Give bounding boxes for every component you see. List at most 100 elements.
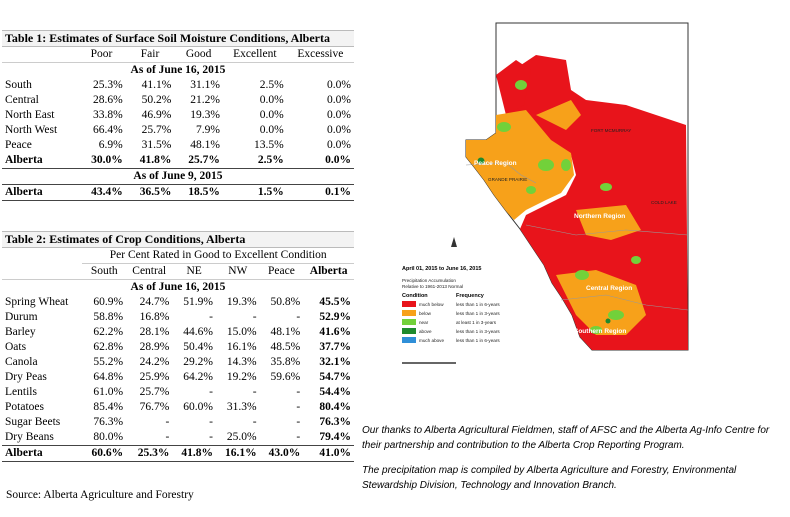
table2-row: Canola 55.2% 24.2% 29.2% 14.3% 35.8% 32.1% (2, 355, 354, 370)
table2-cell: 28.1% (139, 326, 170, 338)
table2-cell: 60.9% (93, 296, 124, 308)
table1-cell: 6.9% (98, 139, 123, 151)
north-arrow-icon (451, 237, 457, 247)
map-legend: April 01, 2015 to June 16, 2015 Precipit… (402, 266, 500, 343)
table2-cell: 80.0% (93, 431, 124, 443)
table2-cell: 16.8% (139, 311, 170, 323)
green-patch-2 (515, 80, 527, 90)
table2-body: Spring Wheat 60.9% 24.7% 51.9% 19.3% 50.8% 45.… (2, 295, 354, 446)
legend-swatch (402, 301, 416, 307)
legend-swatch (402, 319, 416, 325)
table1-total-previous-row: Alberta 43.4% 36.5% 18.5% 1.5% 0.1% (2, 184, 354, 201)
alberta-map-svg: Peace Region Northern Region Central Reg… (402, 22, 689, 364)
table1-region: South (5, 79, 32, 91)
table2-cell: 62.8% (93, 341, 124, 353)
table2-cell: 35.8% (270, 356, 301, 368)
table2-cell: 44.6% (183, 326, 213, 338)
table1-region: Peace (5, 139, 32, 151)
table2-row: Sugar Beets 76.3% - - - - 76.3% (2, 415, 354, 430)
table2-cell: 55.2% (93, 356, 124, 368)
legend-subtitle-1: Precipitation Accumulation (402, 278, 456, 283)
table1-header-row: Poor Fair Good Excellent Excessive (2, 46, 354, 63)
table1-asof-current: As of June 16, 2015 (130, 64, 226, 76)
table1-cell: 7.9% (195, 124, 220, 136)
table2-cell: - (209, 311, 213, 323)
table2-row: Oats 62.8% 28.9% 50.4% 16.1% 48.5% 37.7% (2, 340, 354, 355)
table1-cell: 21.2% (190, 94, 220, 106)
table1-cell: 33.8% (93, 109, 123, 121)
table2-col-peace: Peace (259, 263, 304, 280)
table2-cell: 25.7% (139, 386, 170, 398)
table2-cell: 76.3% (93, 416, 124, 428)
table2-cell: 79.4% (319, 431, 351, 443)
table1-cell: 66.4% (93, 124, 123, 136)
red-zone-northwest (496, 60, 531, 115)
table2-cell: - (296, 431, 301, 443)
table2-crop: Dry Peas (5, 371, 47, 383)
table1-row: North East 33.8% 46.9% 19.3% 0.0% 0.0% (2, 108, 354, 123)
table2-cell: 31.3% (226, 401, 257, 413)
table1-cell: 0.0% (259, 109, 284, 121)
legend-frequency: less than 1 in 6-years (456, 302, 500, 307)
table2-cell: 64.2% (183, 371, 213, 383)
table2-cell: 76.7% (139, 401, 170, 413)
legend-subtitle-2: Relative to 1961-2013 Normal (402, 284, 463, 289)
table2-cell: 85.4% (93, 401, 124, 413)
table1-region: Central (5, 94, 39, 106)
legend-col-frequency: Frequency (456, 293, 485, 299)
crop-conditions-table: Table 2: Estimates of Crop Conditions, A… (2, 231, 354, 462)
table2-cell: - (296, 416, 301, 428)
green-patch-9 (526, 186, 536, 194)
table1-cell: 2.5% (259, 79, 284, 91)
table2-row: Potatoes 85.4% 76.7% 60.0% 31.3% - 80.4% (2, 400, 354, 415)
table2-row: Spring Wheat 60.9% 24.7% 51.9% 19.3% 50.8% 45.… (2, 295, 354, 310)
table1-cell: 0.0% (259, 94, 284, 106)
table1-cell: 0.0% (327, 139, 351, 151)
region-boundary-central (560, 294, 689, 311)
table2-cell: 19.2% (226, 371, 257, 383)
table2-cell: 28.9% (139, 341, 170, 353)
legend-frequency: less than 1 in 3-years (456, 329, 500, 334)
table2-cell: 24.2% (139, 356, 170, 368)
table1-cell: 46.9% (141, 109, 172, 121)
table1-cell: 41.1% (141, 79, 172, 91)
green-patch-3 (497, 122, 511, 132)
table1-region: North East (5, 109, 55, 121)
table2-cell: 16.1% (226, 341, 257, 353)
table2-cell: 58.8% (93, 311, 124, 323)
table1-title: Table 1: Estimates of Surface Soil Moist… (2, 30, 354, 47)
table2-crop: Potatoes (5, 401, 44, 413)
credits-map-note: The precipitation map is compiled by Alb… (362, 465, 737, 491)
legend-condition: much above (419, 338, 444, 343)
legend-condition: near (419, 320, 429, 325)
table2-row: Lentils 61.0% 25.7% - - - 54.4% (2, 385, 354, 400)
table2-cell: 48.1% (270, 326, 301, 338)
orange-zone-peace (466, 110, 574, 220)
table2-crop: Dry Beans (5, 431, 54, 443)
table2-crop: Oats (5, 341, 27, 353)
table2-cell: - (252, 416, 257, 428)
table1-cell: 0.0% (327, 109, 351, 121)
table2-col-ne: NE (172, 263, 216, 280)
table2-cell: 37.7% (319, 341, 351, 353)
table1-col-fair: Fair (125, 46, 175, 63)
table1-col-poor: Poor (77, 46, 126, 63)
orange-zone-central (576, 205, 641, 240)
green-patch-1 (538, 159, 554, 171)
table2-crop: Canola (5, 356, 38, 368)
table1-cell: 31.5% (141, 139, 172, 151)
red-zone-north (506, 55, 688, 350)
table2-title: Table 2: Estimates of Crop Conditions, A… (2, 231, 354, 248)
table1-cell: 25.3% (93, 79, 123, 91)
table2-crop: Barley (5, 326, 36, 338)
table2-cell: 51.9% (183, 296, 213, 308)
table1-asof-previous: As of June 9, 2015 (133, 170, 223, 182)
precipitation-map: Peace Region Northern Region Central Reg… (396, 15, 696, 410)
table2-cell: - (165, 431, 170, 443)
table1-cell: 0.0% (327, 124, 351, 136)
green-patch-7 (608, 310, 624, 320)
table2-cell: 15.0% (226, 326, 257, 338)
map-label-northern: Northern Region (574, 213, 625, 220)
table2-cell: 25.0% (226, 431, 257, 443)
table2-cell: 59.6% (270, 371, 301, 383)
